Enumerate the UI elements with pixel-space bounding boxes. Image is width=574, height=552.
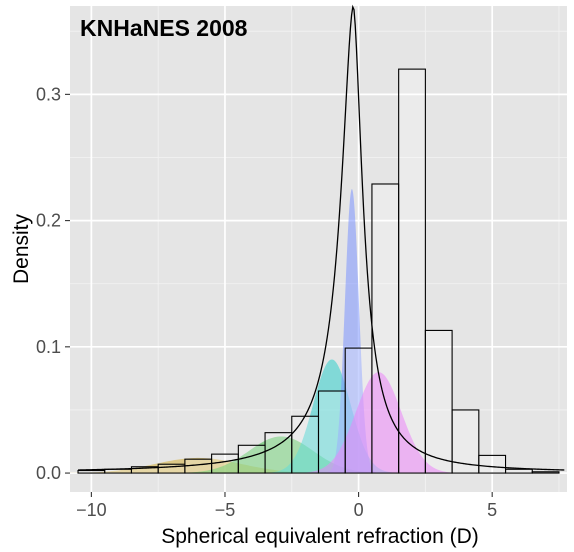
mixture-component-2 — [152, 436, 410, 474]
panel-title: KNHaNES 2008 — [80, 15, 248, 41]
histogram-bar — [398, 68, 426, 474]
x-tick-label: −5 — [215, 500, 236, 520]
y-tick-label: 0.0 — [36, 463, 61, 483]
y-tick-label: 0.3 — [36, 84, 61, 104]
mixture-density-curve — [78, 4, 565, 471]
histogram-bar — [317, 390, 346, 474]
histogram-bar — [264, 432, 293, 474]
x-tick-label: 5 — [487, 500, 497, 520]
density-curve-group — [78, 4, 565, 471]
mixture-component-5 — [287, 372, 470, 474]
histogram-bar — [211, 453, 239, 474]
mixture-component-1 — [70, 457, 370, 474]
histogram-bar — [371, 183, 400, 474]
y-axis-ticks: 0.0 0.1 0.2 0.3 — [36, 84, 70, 483]
histogram-bar — [531, 471, 560, 474]
histogram-bar — [478, 454, 507, 474]
histogram-bar — [237, 444, 266, 474]
x-tick-label: 0 — [354, 500, 364, 520]
y-axis-title: Density — [10, 213, 33, 284]
x-axis-ticks: −10 −5 0 5 — [76, 492, 497, 520]
y-tick-label: 0.1 — [36, 337, 61, 357]
mixture-components — [70, 189, 470, 474]
histogram-bar — [504, 468, 533, 474]
x-tick-label: −10 — [76, 500, 107, 520]
y-tick-label: 0.2 — [36, 211, 61, 231]
mixture-component-4 — [324, 189, 380, 474]
histogram-bar — [424, 329, 453, 474]
mixture-component-3 — [257, 359, 407, 474]
histogram-bars — [77, 68, 560, 474]
histogram-bar — [291, 415, 320, 474]
histogram-bar — [77, 469, 106, 474]
x-axis-title: Spherical equivalent refraction (D) — [161, 525, 478, 548]
histogram-bar — [344, 347, 373, 474]
